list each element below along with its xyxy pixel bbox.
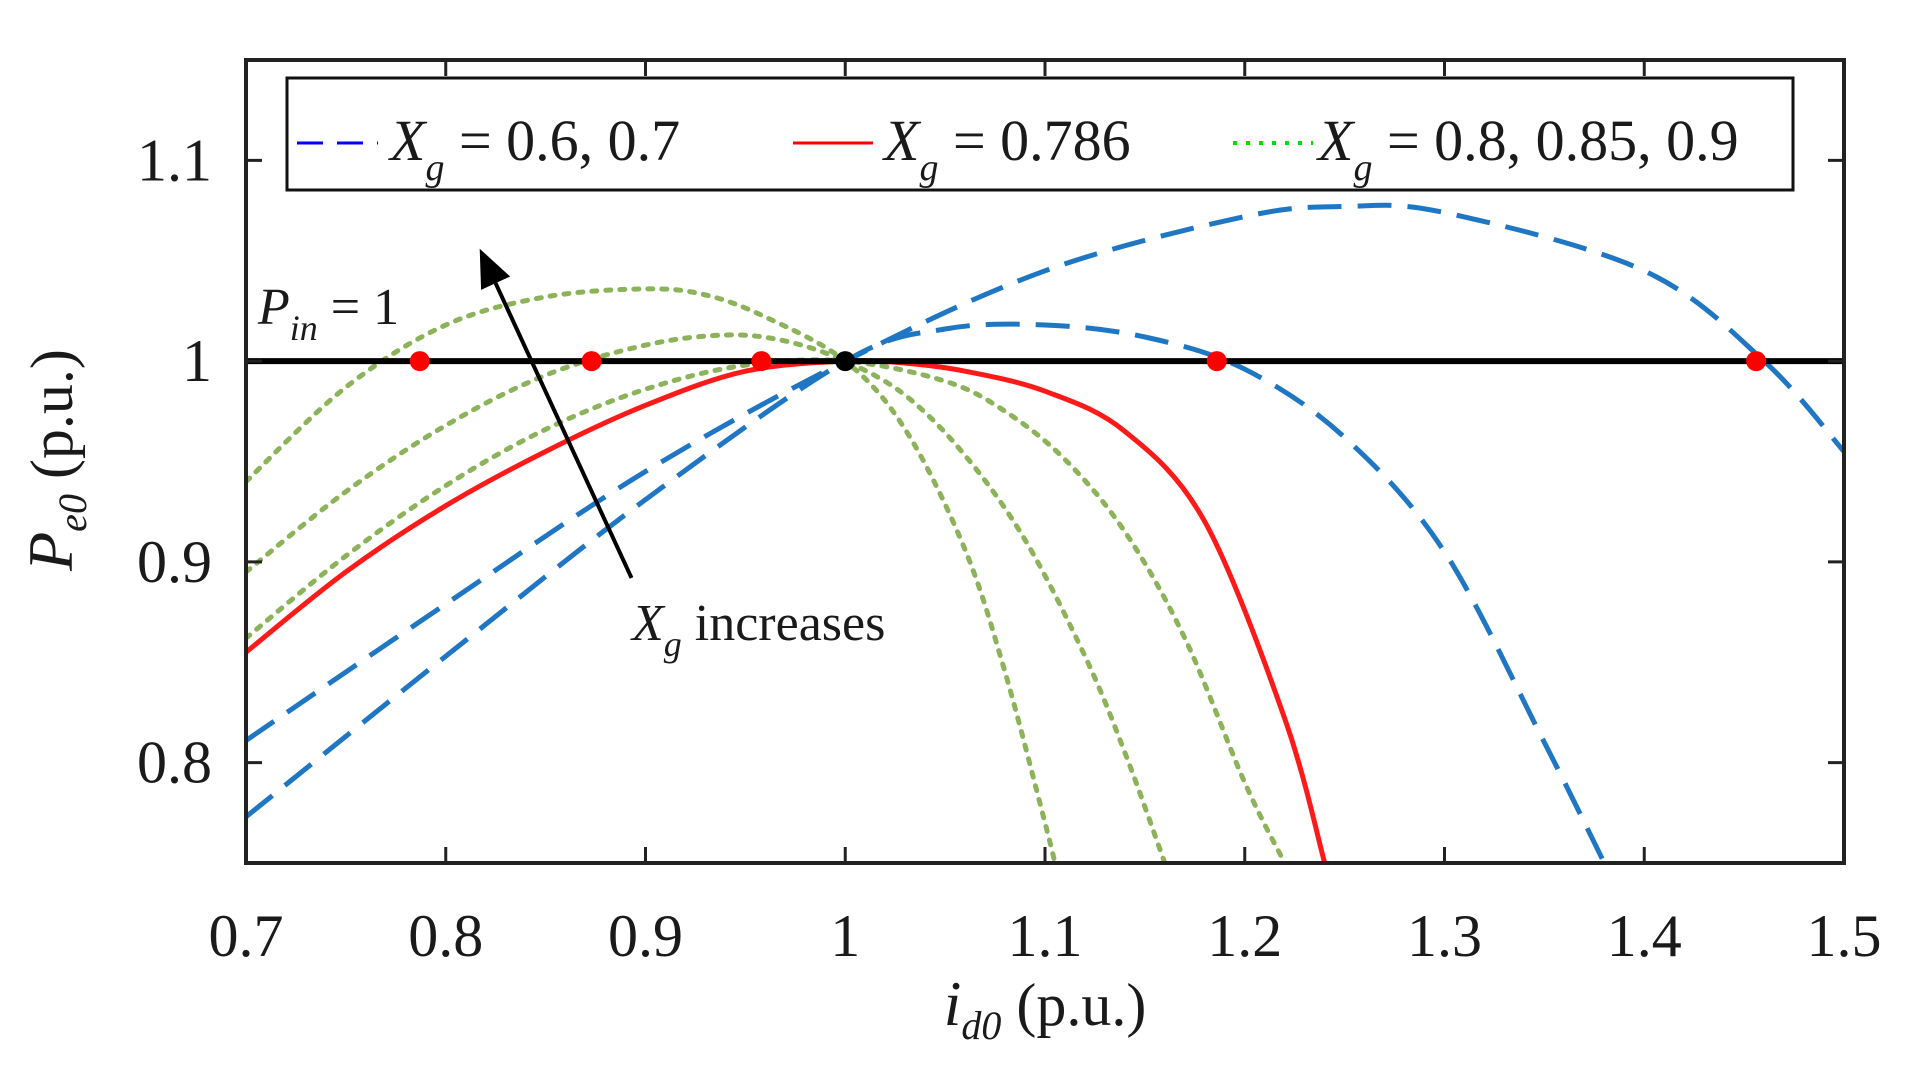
y-tick-label: 0.9 (137, 529, 212, 595)
y-tick-label: 1.1 (137, 127, 212, 193)
legend-entry-2: Xg = 0.786 (882, 108, 1131, 189)
ticks-layer: 0.7 0.8 0.9 1 1.1 1.2 1.3 1.4 1.5 0.8 0.9 1 1.1 (137, 60, 1882, 969)
series-line-4 (246, 357, 1288, 863)
series-layer (246, 202, 1844, 863)
x-tick-label: 1.3 (1407, 903, 1482, 969)
x-tick-label: 0.9 (608, 903, 683, 969)
x-tick-label: 0.8 (408, 903, 483, 969)
series-line-6 (246, 286, 1058, 863)
series-line-2 (246, 321, 1607, 863)
x-tick-label: 1 (830, 903, 860, 969)
x-tick-label: 1.2 (1207, 903, 1282, 969)
intersection-point-2 (581, 351, 602, 372)
arrow-head (479, 248, 511, 290)
y-tick-label: 1 (182, 328, 212, 394)
legend-entry-1: Xg = 0.6, 0.7 (388, 108, 680, 189)
arrow-shaft (493, 282, 634, 579)
points-layer (409, 351, 1767, 372)
intersection-point-3 (751, 351, 772, 372)
legend: Xg = 0.6, 0.7 Xg = 0.786 Xg = 0.8, 0.85,… (285, 76, 1795, 192)
x-tick-label: 1.5 (1807, 903, 1882, 969)
series-line-5 (246, 332, 1168, 863)
increase-arrow (479, 248, 634, 579)
increase-label: Xg increases (630, 595, 885, 664)
y-axis-label: Pe0 (p.u.) (15, 349, 95, 572)
x-tick-label: 1.1 (1008, 903, 1083, 969)
intersection-point-5 (1206, 351, 1227, 372)
x-tick-label: 0.7 (209, 903, 284, 969)
intersection-point-4 (835, 351, 856, 372)
y-tick-label: 0.8 (137, 730, 212, 796)
pin-label: Pin = 1 (257, 279, 399, 348)
series-line-1 (246, 202, 1844, 743)
intersection-point-6 (1746, 351, 1767, 372)
intersection-point-1 (409, 351, 430, 372)
legend-box (285, 76, 1795, 192)
x-axis-label: id0 (p.u.) (944, 968, 1147, 1048)
x-tick-label: 1.4 (1607, 903, 1682, 969)
legend-entry-3: Xg = 0.8, 0.85, 0.9 (1316, 108, 1739, 189)
